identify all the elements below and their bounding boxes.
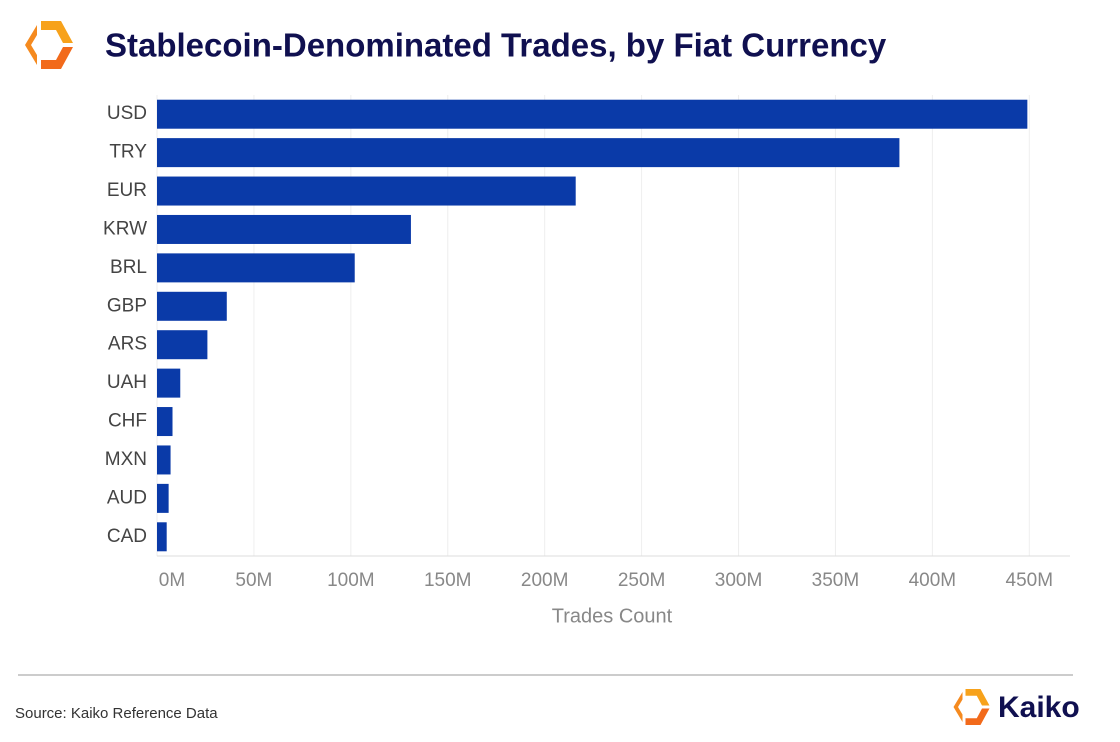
bar bbox=[157, 330, 208, 360]
bar bbox=[157, 368, 181, 398]
brand-name: Kaiko bbox=[998, 691, 1080, 724]
x-tick-label: 250M bbox=[618, 570, 666, 591]
x-axis-label: Trades Count bbox=[552, 605, 673, 627]
y-tick-label: USD bbox=[107, 103, 147, 124]
x-tick-label: 50M bbox=[235, 570, 272, 591]
y-tick-label: MXN bbox=[105, 449, 147, 470]
x-tick-label: 300M bbox=[715, 570, 763, 591]
logo-icon bbox=[25, 21, 73, 69]
bar bbox=[157, 291, 227, 321]
y-tick-label: BRL bbox=[110, 257, 147, 278]
bar bbox=[157, 99, 1028, 129]
y-tick-label: ARS bbox=[108, 334, 147, 355]
y-tick-label: CAD bbox=[107, 526, 147, 547]
y-tick-label: CHF bbox=[108, 411, 147, 432]
bar bbox=[157, 138, 900, 168]
y-tick-label: UAH bbox=[107, 372, 147, 393]
brand-icon bbox=[953, 689, 990, 725]
y-tick-label: EUR bbox=[107, 180, 147, 201]
x-tick-label: 400M bbox=[909, 570, 957, 591]
bar bbox=[157, 176, 576, 206]
y-tick-label: GBP bbox=[107, 295, 147, 316]
bar bbox=[157, 253, 355, 283]
bar bbox=[157, 483, 169, 513]
x-tick-label: 350M bbox=[812, 570, 860, 591]
source-note: Source: Kaiko Reference Data bbox=[15, 705, 218, 722]
chart-title: Stablecoin-Denominated Trades, by Fiat C… bbox=[105, 27, 887, 64]
plot: 0M 50M 100M 150M 200M 250M 300M 350M 400M 450M USD… bbox=[103, 95, 1070, 591]
bar bbox=[157, 522, 167, 552]
y-tick-label: KRW bbox=[103, 218, 147, 239]
bar bbox=[157, 445, 171, 475]
x-tick-label: 200M bbox=[521, 570, 569, 591]
y-tick-label: TRY bbox=[109, 142, 147, 163]
x-tick-label: 0M bbox=[159, 570, 185, 591]
x-tick-label: 450M bbox=[1006, 570, 1054, 591]
x-tick-label: 100M bbox=[327, 570, 375, 591]
y-tick-label: AUD bbox=[107, 487, 147, 508]
bar bbox=[157, 407, 173, 437]
bar bbox=[157, 214, 411, 244]
x-tick-label: 150M bbox=[424, 570, 472, 591]
